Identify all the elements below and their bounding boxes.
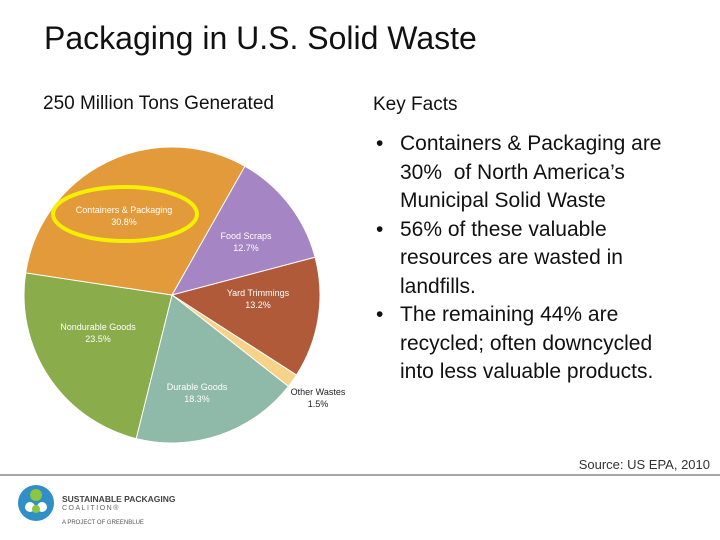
pie-label-yard: Yard Trimmings 13.2% xyxy=(227,287,289,311)
logo-text: COALITION® xyxy=(62,505,120,512)
slice-label: Other Wastes xyxy=(290,387,346,397)
highlight-ellipse xyxy=(51,185,199,243)
pie-label-other: Other Wastes 1.5% xyxy=(291,386,346,410)
slice-label: Yard Trimmings xyxy=(226,288,290,298)
slice-label: Durable Goods xyxy=(166,382,228,392)
pie-label-food: Food Scraps 12.7% xyxy=(220,230,271,254)
pie-slice-food-scraps xyxy=(170,165,316,296)
bullet-text: 56% of these valuable resources are wast… xyxy=(400,217,623,298)
slice-label: Containers & Packaging xyxy=(75,205,173,215)
slice-value: 23.5% xyxy=(85,334,111,344)
list-item: • Containers & Packaging are 30% of North… xyxy=(376,130,676,216)
bullet-text: The remaining 44% are recycled; often do… xyxy=(400,303,654,383)
slice-label: Food Scraps xyxy=(220,231,272,241)
bullet-icon: • xyxy=(376,132,384,155)
spc-logo-icon xyxy=(18,485,54,521)
slice-value: 1.5% xyxy=(307,399,329,409)
pie-label-containers: Containers & Packaging 30.8% xyxy=(76,204,173,228)
pie-slice-containers-packaging xyxy=(25,146,246,296)
logo-text: A PROJECT OF GREENBLUE xyxy=(62,520,144,526)
footer-divider xyxy=(0,474,720,476)
pie-slice-durable-goods xyxy=(135,294,290,444)
slice-value: 18.3% xyxy=(184,394,210,404)
slice-value: 12.7% xyxy=(233,243,259,253)
logo-text: SUSTAINABLE PACKAGING xyxy=(62,494,176,504)
slice-label: Nondurable Goods xyxy=(60,322,136,332)
key-facts-heading: Key Facts xyxy=(373,94,458,115)
bullet-text: Containers & Packaging are 30% of North … xyxy=(400,132,662,212)
pie-slice-yard-trimmings xyxy=(170,256,321,376)
key-facts-list: • Containers & Packaging are 30% of North… xyxy=(376,130,676,387)
pie-label-durable: Durable Goods 18.3% xyxy=(167,381,228,405)
bullet-icon: • xyxy=(376,303,384,326)
source-citation: Source: US EPA, 2010 xyxy=(578,457,710,472)
chart-subtitle: 250 Million Tons Generated xyxy=(43,93,274,114)
slice-value: 13.2% xyxy=(245,300,271,310)
slice-value: 30.8% xyxy=(111,217,137,227)
slide-title: Packaging in U.S. Solid Waste xyxy=(44,20,477,56)
pie-chart xyxy=(23,146,321,444)
pie-slice-nondurable-goods xyxy=(23,272,173,440)
pie-label-nondurable: Nondurable Goods 23.5% xyxy=(60,321,136,345)
list-item: • The remaining 44% are recycled; often d… xyxy=(376,301,676,387)
bullet-icon: • xyxy=(376,217,384,241)
list-item: • 56% of these valuable resources are was… xyxy=(376,216,676,302)
